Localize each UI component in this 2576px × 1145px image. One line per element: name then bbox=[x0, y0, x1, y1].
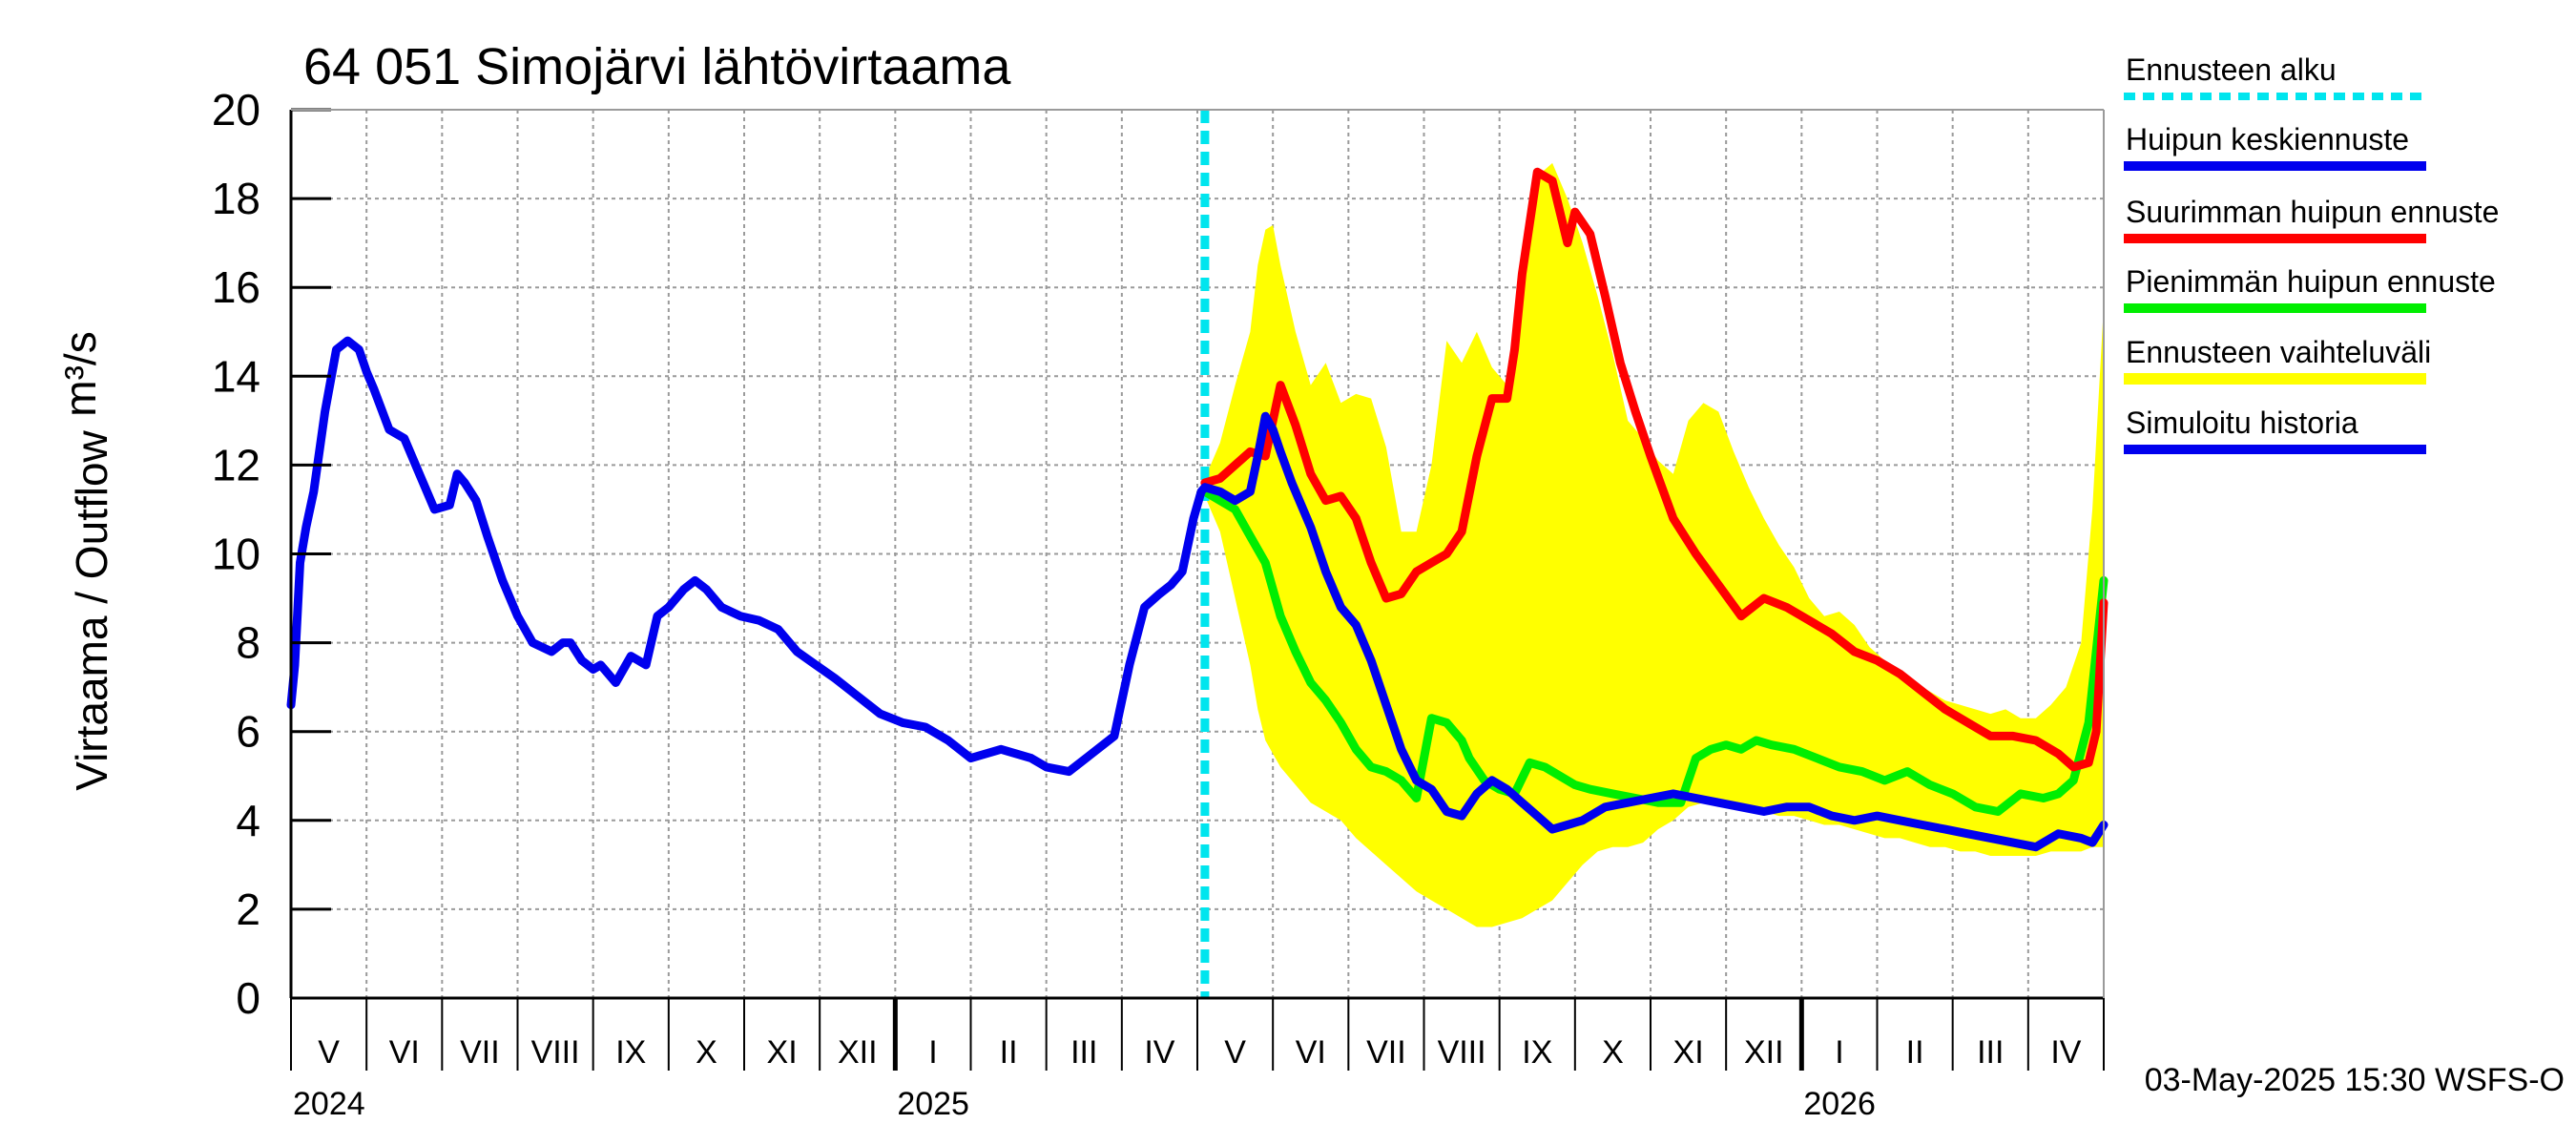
month-label: VII bbox=[1366, 1034, 1406, 1071]
year-label: 2025 bbox=[897, 1086, 969, 1122]
month-label: IX bbox=[615, 1034, 646, 1071]
series-line-history bbox=[286, 336, 1210, 777]
y-tick-label: 2 bbox=[236, 885, 260, 934]
y-tick-label: 14 bbox=[212, 351, 260, 401]
chart-title: 64 051 Simojärvi lähtövirtaama bbox=[303, 38, 1011, 95]
month-label: XII bbox=[838, 1034, 878, 1071]
legend-mean-peak-label: Huipun keskiennuste bbox=[2126, 122, 2409, 156]
legend-forecast-start-label: Ennusteen alku bbox=[2126, 52, 2337, 87]
month-label: III bbox=[1977, 1034, 2004, 1071]
month-label: V bbox=[318, 1034, 340, 1071]
month-label: VIII bbox=[531, 1034, 580, 1071]
month-label: X bbox=[696, 1034, 717, 1071]
y-tick-label: 10 bbox=[212, 530, 260, 579]
series-line-min-peak bbox=[1200, 487, 2109, 816]
y-tick-label: 8 bbox=[236, 618, 260, 668]
month-label: VI bbox=[1296, 1034, 1326, 1071]
month-label: V bbox=[1224, 1034, 1246, 1071]
range-band-area bbox=[1204, 162, 2104, 927]
month-label: II bbox=[1000, 1034, 1018, 1071]
legend-max-peak-label: Suurimman huipun ennuste bbox=[2126, 195, 2499, 229]
month-label: VI bbox=[389, 1034, 420, 1071]
y-axis-label-text: Virtaama / Outflow bbox=[67, 429, 116, 790]
month-label: IV bbox=[1144, 1034, 1174, 1071]
legend-history-label: Simuloitu historia bbox=[2126, 406, 2358, 440]
y-axis-unit-text: m³/s bbox=[55, 331, 105, 416]
legend-range-label: Ennusteen vaihteluväli bbox=[2126, 335, 2431, 369]
month-label: II bbox=[1906, 1034, 1924, 1071]
month-label: XI bbox=[767, 1034, 798, 1071]
year-label: 2024 bbox=[293, 1086, 365, 1122]
month-label: X bbox=[1602, 1034, 1624, 1071]
forecast-range-band bbox=[1204, 162, 2104, 927]
y-tick-label: 18 bbox=[212, 174, 260, 223]
legend-min-peak-label: Pienimmän huipun ennuste bbox=[2126, 264, 2496, 299]
month-label: III bbox=[1070, 1034, 1097, 1071]
timestamp-footer: 03-May-2025 15:30 WSFS-O bbox=[2145, 1062, 2565, 1098]
month-label: VIII bbox=[1438, 1034, 1486, 1071]
month-label: I bbox=[1835, 1034, 1843, 1071]
axes bbox=[289, 108, 2105, 1071]
legend: Ennusteen alku Huipun keskiennuste Suuri… bbox=[2124, 52, 2499, 454]
month-label: IV bbox=[2050, 1034, 2081, 1071]
month-label: I bbox=[928, 1034, 937, 1071]
y-axis-unit: m³/s bbox=[55, 331, 105, 416]
year-label: 2026 bbox=[1803, 1086, 1876, 1122]
month-label: VII bbox=[460, 1034, 500, 1071]
series-line-mean-peak bbox=[1200, 411, 2109, 852]
y-tick-label: 6 bbox=[236, 707, 260, 757]
y-tick-label: 4 bbox=[236, 796, 260, 845]
grid bbox=[291, 109, 2104, 998]
y-axis-label: Virtaama / Outflow bbox=[67, 429, 116, 790]
series-line-max-peak bbox=[1200, 167, 2109, 772]
y-tick-label: 0 bbox=[236, 973, 260, 1023]
month-label: XII bbox=[1744, 1034, 1784, 1071]
y-tick-label: 12 bbox=[212, 440, 260, 489]
month-label: IX bbox=[1522, 1034, 1552, 1071]
y-tick-label: 20 bbox=[212, 85, 260, 135]
y-tick-label: 16 bbox=[212, 262, 260, 312]
series-lines bbox=[286, 110, 2109, 998]
month-label: XI bbox=[1673, 1034, 1704, 1071]
